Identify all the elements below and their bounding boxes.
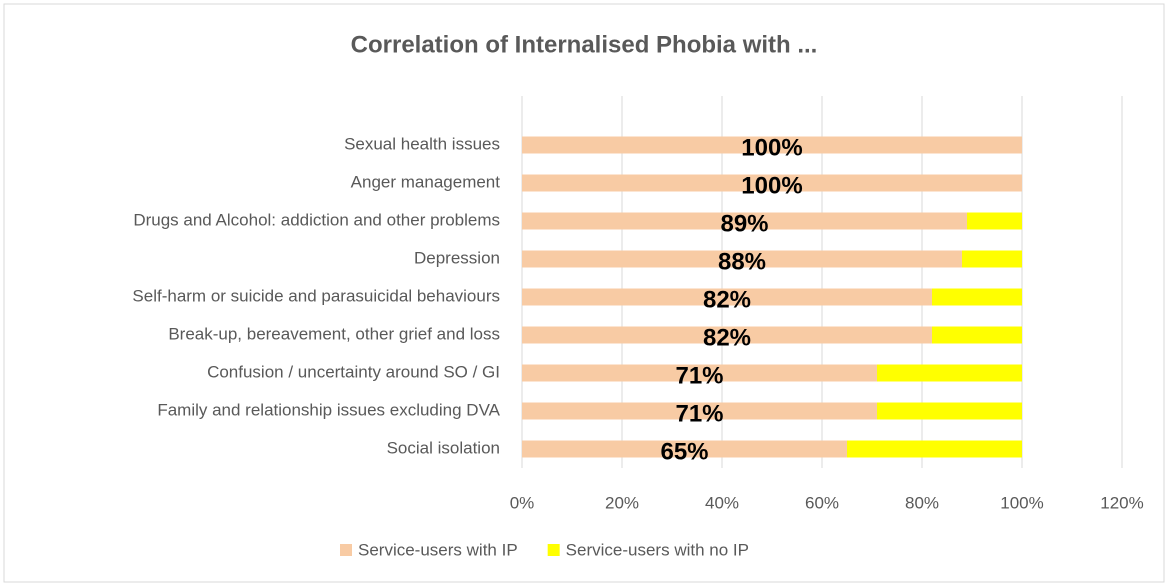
bar-segment bbox=[522, 212, 967, 230]
bar-segment bbox=[522, 364, 877, 382]
data-label: 82% bbox=[703, 286, 751, 313]
legend-swatch bbox=[547, 544, 560, 556]
bar-segment bbox=[877, 364, 1022, 382]
y-tick-label: Social isolation bbox=[387, 438, 500, 457]
bar-segment bbox=[522, 174, 1022, 192]
bar-segment bbox=[522, 440, 847, 458]
y-tick-label: Self-harm or suicide and parasuicidal be… bbox=[132, 286, 500, 305]
legend-label: Service-users with no IP bbox=[566, 540, 749, 559]
chart-title: Correlation of Internalised Phobia with … bbox=[351, 31, 818, 58]
y-tick-label: Sexual health issues bbox=[344, 134, 500, 153]
data-label: 100% bbox=[741, 172, 802, 199]
y-tick-label: Confusion / uncertainty around SO / GI bbox=[207, 362, 500, 381]
y-tick-label: Anger management bbox=[351, 172, 501, 191]
y-tick-label: Drugs and Alcohol: addiction and other p… bbox=[133, 210, 500, 229]
bar-segment bbox=[522, 402, 877, 420]
x-tick-label: 20% bbox=[605, 493, 639, 512]
legend-label: Service-users with IP bbox=[358, 540, 518, 559]
bar-segment bbox=[522, 288, 932, 306]
bar-segment bbox=[967, 212, 1022, 230]
legend-swatch bbox=[340, 544, 352, 556]
data-label: 88% bbox=[718, 248, 766, 275]
bar-segment bbox=[522, 136, 1022, 154]
x-tick-label: 40% bbox=[705, 493, 739, 512]
data-label: 71% bbox=[675, 400, 723, 427]
bar-segment bbox=[522, 326, 932, 344]
x-tick-label: 100% bbox=[1000, 493, 1043, 512]
data-label: 100% bbox=[741, 134, 802, 161]
x-tick-label: 0% bbox=[510, 493, 535, 512]
bar-segment bbox=[877, 402, 1022, 420]
data-label: 65% bbox=[660, 438, 708, 465]
x-tick-label: 60% bbox=[805, 493, 839, 512]
y-tick-label: Family and relationship issues excluding… bbox=[157, 400, 500, 419]
y-tick-label: Break-up, bereavement, other grief and l… bbox=[168, 324, 500, 343]
x-tick-label: 120% bbox=[1100, 493, 1143, 512]
y-tick-label: Depression bbox=[414, 248, 500, 267]
x-tick-label: 80% bbox=[905, 493, 939, 512]
data-label: 71% bbox=[675, 362, 723, 389]
bar-segment bbox=[847, 440, 1022, 458]
bar-segment bbox=[932, 288, 1022, 306]
bar-segment bbox=[932, 326, 1022, 344]
bar-segment bbox=[522, 250, 962, 268]
data-label: 89% bbox=[720, 210, 768, 237]
bar-segment bbox=[962, 250, 1022, 268]
data-label: 82% bbox=[703, 324, 751, 351]
